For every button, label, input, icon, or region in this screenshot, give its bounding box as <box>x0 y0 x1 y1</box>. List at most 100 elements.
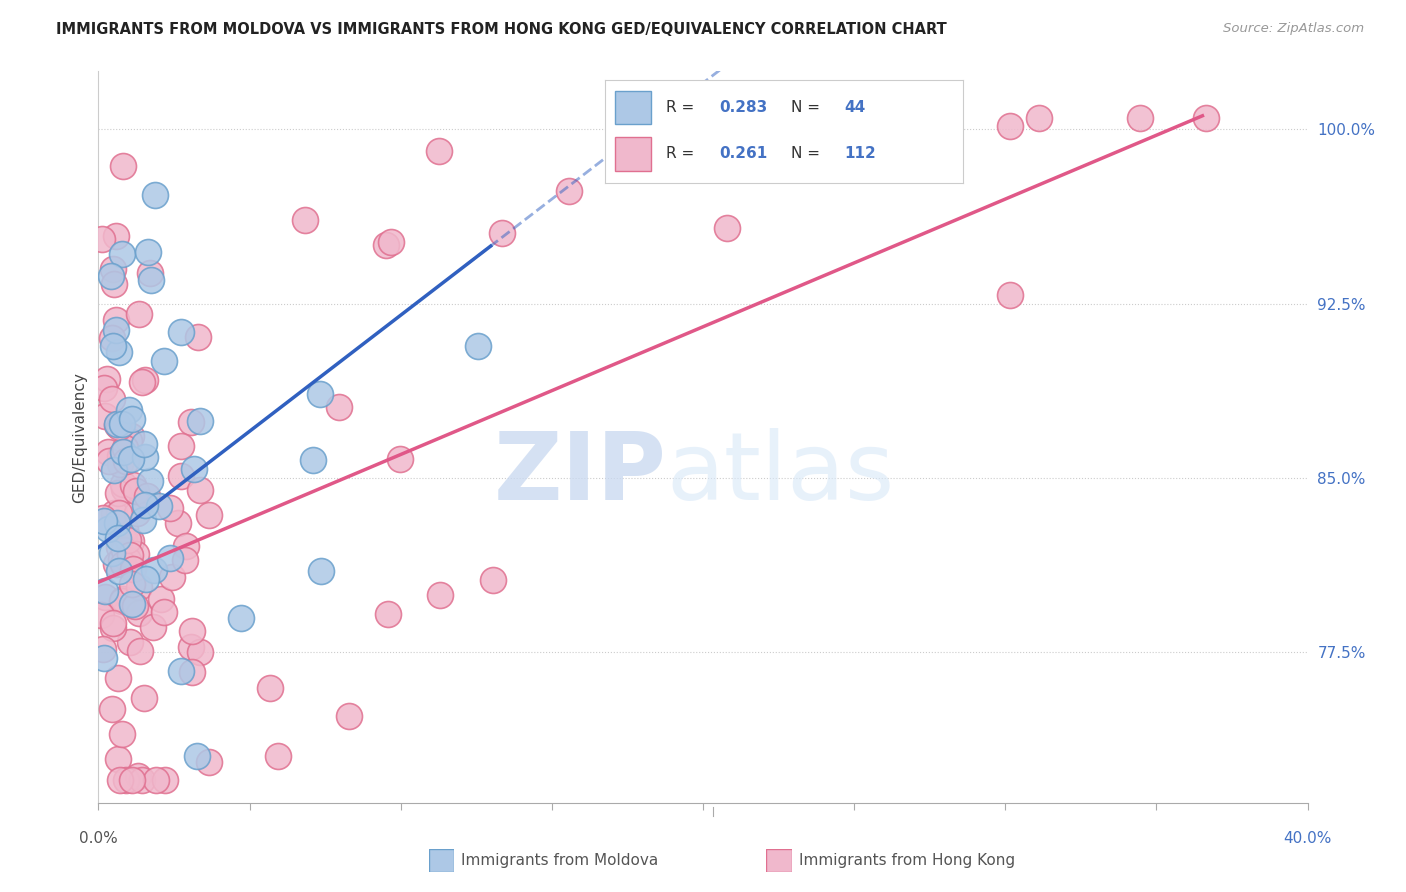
Point <box>998 120 1021 134</box>
Point <box>94 409 117 423</box>
Point <box>111 727 134 741</box>
Point <box>143 563 166 577</box>
Point <box>170 468 193 483</box>
Point <box>121 477 143 491</box>
Text: IMMIGRANTS FROM MOLDOVA VS IMMIGRANTS FROM HONG KONG GED/EQUIVALENCY CORRELATION: IMMIGRANTS FROM MOLDOVA VS IMMIGRANTS FR… <box>56 22 948 37</box>
Point <box>429 588 451 602</box>
Point <box>308 386 330 401</box>
Point <box>148 500 170 514</box>
Point <box>103 506 125 520</box>
Point <box>101 616 124 631</box>
Point <box>170 439 193 453</box>
Point <box>998 288 1021 302</box>
Text: 0.283: 0.283 <box>720 100 768 115</box>
Point <box>94 590 117 604</box>
Point <box>159 500 181 515</box>
Point <box>101 331 124 345</box>
Point <box>104 323 127 337</box>
Point <box>174 553 197 567</box>
Point <box>122 561 145 575</box>
Point <box>93 650 115 665</box>
Point <box>152 353 174 368</box>
Point <box>108 506 131 520</box>
Text: Immigrants from Moldova: Immigrants from Moldova <box>461 854 658 868</box>
Point <box>100 546 122 560</box>
Point <box>101 702 124 716</box>
Point <box>188 414 211 428</box>
Point <box>108 457 131 471</box>
Point <box>153 605 176 619</box>
Point <box>159 551 181 566</box>
Point <box>104 313 127 327</box>
Point <box>111 557 134 571</box>
Text: 44: 44 <box>845 100 866 115</box>
Point <box>183 461 205 475</box>
Point <box>121 577 143 591</box>
Point <box>389 451 412 466</box>
Point <box>131 772 153 787</box>
Point <box>97 522 120 536</box>
Point <box>138 266 160 280</box>
Point <box>427 145 450 159</box>
Point <box>108 772 131 787</box>
Text: R =: R = <box>665 146 699 161</box>
Point <box>198 755 221 769</box>
Point <box>104 229 127 244</box>
Point <box>97 444 120 458</box>
Point <box>98 454 121 468</box>
Point <box>294 213 316 227</box>
Text: Immigrants from Hong Kong: Immigrants from Hong Kong <box>799 854 1015 868</box>
Point <box>111 160 134 174</box>
Point <box>121 772 143 787</box>
Point <box>128 580 150 594</box>
Point <box>134 498 156 512</box>
Point <box>108 420 131 434</box>
Point <box>120 452 142 467</box>
Point <box>170 325 193 339</box>
Point <box>114 543 136 558</box>
Text: 0.261: 0.261 <box>720 146 768 161</box>
Point <box>118 548 141 562</box>
Point <box>127 768 149 782</box>
Text: N =: N = <box>792 146 825 161</box>
Point <box>135 572 157 586</box>
Point <box>111 477 134 491</box>
Point <box>149 591 172 606</box>
Point <box>491 226 513 240</box>
Point <box>105 417 128 431</box>
Point <box>188 483 211 498</box>
Point <box>105 516 128 530</box>
Point <box>118 635 141 649</box>
Point <box>139 474 162 488</box>
Point <box>100 392 122 406</box>
Point <box>134 373 156 387</box>
Text: Source: ZipAtlas.com: Source: ZipAtlas.com <box>1223 22 1364 36</box>
Point <box>132 437 155 451</box>
Point <box>91 232 114 246</box>
Point <box>145 188 167 202</box>
Bar <box>616 136 651 170</box>
Point <box>160 570 183 584</box>
Point <box>108 541 131 555</box>
Point <box>482 573 505 587</box>
Point <box>309 564 332 578</box>
Point <box>101 339 124 353</box>
Point <box>117 533 139 548</box>
Point <box>121 411 143 425</box>
Point <box>136 245 159 260</box>
Point <box>90 607 112 622</box>
Text: N =: N = <box>792 100 825 115</box>
Point <box>716 221 738 235</box>
Point <box>93 514 115 528</box>
Point <box>180 640 202 655</box>
Point <box>107 532 129 546</box>
Bar <box>616 91 651 124</box>
Point <box>111 444 134 458</box>
Point <box>114 533 136 547</box>
Point <box>100 269 122 284</box>
Point <box>170 664 193 678</box>
Point <box>120 429 142 443</box>
Point <box>190 645 212 659</box>
Point <box>114 523 136 537</box>
Point <box>136 489 159 503</box>
